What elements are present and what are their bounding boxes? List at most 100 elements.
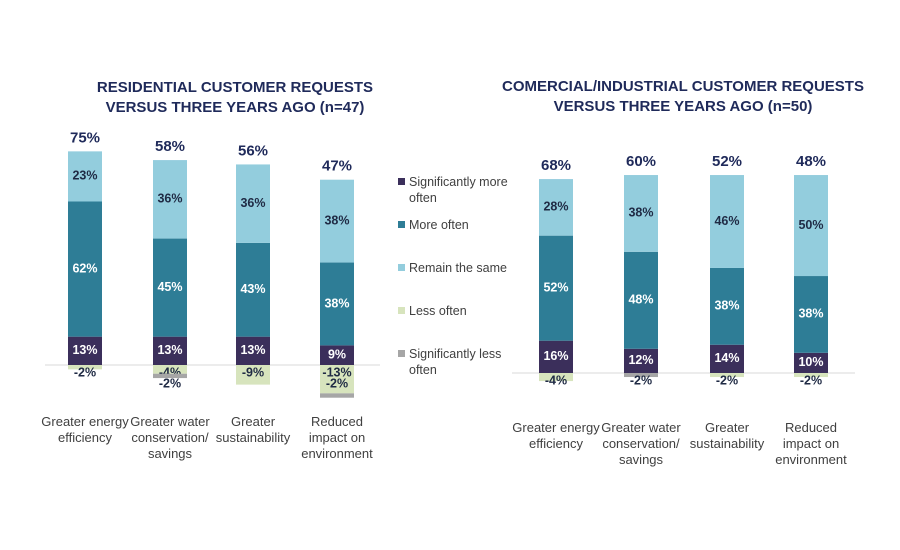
legend-item: More often (398, 217, 523, 233)
total-label: 58% (155, 138, 185, 155)
data-label: -2% (74, 365, 96, 379)
bar-segment (710, 344, 744, 373)
data-label: 12% (628, 353, 653, 367)
bar-segment (236, 164, 270, 243)
legend-label: More often (409, 218, 469, 232)
total-label: 60% (626, 153, 656, 170)
legend-item: Remain the same (398, 260, 523, 276)
bar-segment (710, 267, 744, 345)
bar-segment (710, 175, 744, 268)
bar-segment (68, 365, 102, 370)
data-label: 38% (714, 299, 739, 313)
data-label: 43% (240, 282, 265, 296)
data-label: 36% (157, 192, 182, 206)
legend-item: Significantly less often (398, 346, 523, 378)
data-label: 13% (72, 343, 97, 357)
bar-segment (236, 365, 270, 385)
category-label: Reduced impact on environment (301, 414, 373, 461)
chart-title: COMERCIAL/INDUSTRIAL CUSTOMER REQUESTS (502, 78, 864, 95)
data-label: 38% (628, 206, 653, 220)
chart-title: RESIDENTIAL CUSTOMER REQUESTS (97, 79, 373, 96)
bar-segment (153, 373, 187, 379)
legend-swatch (398, 264, 405, 271)
data-label: -2% (326, 376, 348, 390)
legend-label: Remain the same (409, 261, 507, 275)
data-label: 28% (543, 200, 568, 214)
legend-swatch (398, 178, 405, 185)
category-label: Greater energy efficiency (41, 414, 129, 445)
bar-segment (320, 179, 354, 263)
data-label: 38% (324, 296, 349, 310)
bar-segment (624, 373, 658, 378)
bar-segment (153, 336, 187, 365)
legend-label: Significantly less often (409, 347, 502, 377)
bar-segment (320, 345, 354, 365)
data-label: -2% (800, 373, 822, 387)
bar-segment (320, 393, 354, 398)
bar-segment (539, 179, 573, 236)
bar-segment (624, 251, 658, 349)
data-label: 10% (798, 355, 823, 369)
category-label: Greater sustainability (689, 420, 765, 451)
data-label: 23% (72, 169, 97, 183)
data-label: -2% (716, 373, 738, 387)
bar-segment (539, 235, 573, 341)
legend-item: Significantly more often (398, 174, 523, 206)
chart-title: VERSUS THREE YEARS AGO (n=47) (106, 99, 365, 116)
total-label: 52% (712, 153, 742, 170)
bar-segment (710, 373, 744, 378)
data-label: 52% (543, 280, 568, 294)
legend-swatch (398, 221, 405, 228)
data-label: 13% (157, 343, 182, 357)
data-label: 38% (798, 307, 823, 321)
bar-segment (236, 242, 270, 337)
category-label: Greater water conservation/ savings (130, 414, 210, 461)
chart-title: VERSUS THREE YEARS AGO (n=50) (554, 98, 813, 115)
data-label: 16% (543, 349, 568, 363)
total-label: 48% (796, 153, 826, 170)
bar-segment (68, 201, 102, 337)
data-label: -9% (242, 365, 264, 379)
total-label: 68% (541, 157, 571, 174)
data-label: 14% (714, 351, 739, 365)
data-label: 45% (157, 280, 182, 294)
bar-segment (794, 373, 828, 378)
bar-segment (320, 365, 354, 394)
data-label: -4% (545, 373, 567, 387)
bar-segment (68, 336, 102, 365)
data-label: 46% (714, 214, 739, 228)
bar-segment (794, 175, 828, 277)
total-label: 75% (70, 129, 100, 146)
legend-swatch (398, 350, 405, 357)
total-label: 56% (238, 142, 268, 159)
bar-segment (320, 262, 354, 346)
bar-segment (153, 238, 187, 337)
bar-segment (539, 340, 573, 373)
legend-item: Less often (398, 303, 523, 319)
data-label: 62% (72, 261, 97, 275)
data-label: -13% (322, 365, 351, 379)
bar-segment (624, 348, 658, 373)
bar-segment (794, 352, 828, 373)
legend-label: Less often (409, 304, 467, 318)
data-label: -2% (159, 376, 181, 390)
bar-segment (68, 151, 102, 202)
data-label: 36% (240, 196, 265, 210)
category-label: Greater energy efficiency (512, 420, 600, 451)
category-label: Greater water conservation/ savings (601, 420, 681, 467)
data-label: 38% (324, 213, 349, 227)
category-label: Reduced impact on environment (775, 420, 847, 467)
bar-segment (153, 365, 187, 374)
bar-segment (153, 160, 187, 239)
data-label: -2% (630, 373, 652, 387)
bar-segment (539, 373, 573, 382)
total-label: 47% (322, 158, 352, 175)
category-label: Greater sustainability (215, 414, 291, 445)
legend-label: Significantly more often (409, 175, 508, 205)
legend-swatch (398, 307, 405, 314)
data-label: 48% (628, 293, 653, 307)
bar-segment (236, 336, 270, 365)
bar-segment (794, 276, 828, 353)
